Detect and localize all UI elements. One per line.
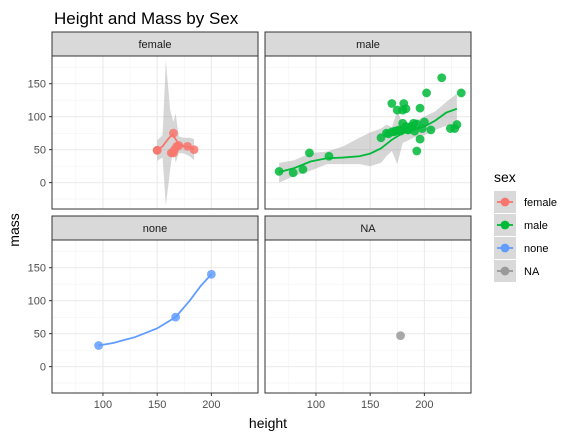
y-tick-label: 50 — [34, 145, 46, 157]
facet-panels: female 0 50 100 150 male none 0 50 100 150 100 150 20… — [28, 31, 472, 411]
legend-label: male — [524, 220, 548, 232]
data-point — [189, 145, 199, 155]
data-point — [305, 148, 314, 158]
data-point — [94, 341, 104, 350]
data-point — [419, 117, 429, 127]
data-point — [174, 141, 184, 150]
data-point — [183, 141, 192, 151]
data-point — [437, 73, 447, 83]
y-tick-label: 100 — [28, 296, 46, 308]
panel-border — [51, 55, 259, 210]
data-point — [401, 104, 411, 114]
legend-point — [500, 266, 510, 276]
y-tick-label: 0 — [40, 178, 46, 190]
facet-strip-label: female — [138, 39, 171, 51]
panel-background — [52, 240, 258, 393]
y-tick-label: 50 — [34, 329, 46, 341]
confidence-band — [279, 93, 457, 183]
panel-border — [264, 239, 472, 394]
y-tick-label: 0 — [40, 362, 46, 374]
x-tick-label: 200 — [202, 399, 220, 411]
data-point — [169, 128, 178, 138]
facet-panel-none: none 0 50 100 150 100 150 200 — [28, 215, 259, 411]
x-tick-label: 100 — [307, 399, 325, 411]
data-point — [387, 99, 397, 108]
data-point — [324, 151, 334, 161]
legend-point — [500, 220, 510, 230]
data-point — [298, 165, 308, 174]
data-point — [396, 331, 405, 341]
data-point — [422, 88, 431, 98]
data-point — [412, 146, 422, 156]
data-point — [406, 122, 416, 131]
y-axis-title: mass — [6, 213, 22, 246]
panel-background — [265, 240, 471, 393]
legend-entry-none: none — [494, 237, 548, 259]
smooth-line — [278, 107, 458, 173]
x-tick-label: 200 — [415, 399, 433, 411]
data-point — [206, 269, 216, 279]
data-point — [392, 105, 402, 115]
data-point — [288, 168, 298, 178]
legend-label: none — [524, 243, 548, 255]
facet-strip-label: male — [356, 39, 380, 51]
y-tick-label: 150 — [28, 79, 46, 91]
data-point — [426, 125, 436, 135]
y-tick-label: 100 — [28, 112, 46, 124]
legend-entry-na: NA — [494, 260, 540, 282]
chart-title: Height and Mass by Sex — [54, 9, 239, 28]
panel-background — [265, 56, 471, 209]
x-axis-title: height — [249, 415, 287, 431]
facet-panel-male: male — [264, 31, 472, 210]
data-point — [415, 134, 425, 144]
panel-border — [264, 55, 472, 210]
data-point — [171, 312, 181, 322]
facet-strip — [264, 31, 472, 57]
x-tick-label: 100 — [94, 399, 112, 411]
facet-panel-na: NA 100 150 200 — [264, 215, 472, 411]
x-tick-label: 150 — [148, 399, 166, 411]
x-tick-label: 150 — [361, 399, 379, 411]
facet-strip-label: none — [143, 223, 167, 235]
smooth-line — [98, 273, 213, 347]
panel-background — [52, 56, 258, 209]
legend-point — [500, 243, 510, 253]
y-tick-label: 150 — [28, 263, 46, 275]
facet-strip-label: NA — [360, 223, 376, 235]
panel-border — [51, 239, 259, 394]
legend-entry-male: male — [494, 214, 548, 236]
facet-panel-female: female 0 50 100 150 — [28, 31, 259, 210]
legend-label: NA — [524, 266, 540, 278]
legend-point — [500, 197, 510, 207]
data-point — [152, 145, 162, 155]
data-point — [398, 118, 408, 128]
legend-label: female — [524, 197, 557, 209]
legend-entry-female: female — [494, 191, 557, 213]
data-point — [452, 120, 462, 129]
legend: sex female male none NA — [494, 169, 557, 282]
facet-strip — [51, 31, 259, 57]
legend-title: sex — [494, 169, 516, 185]
data-point — [415, 103, 425, 113]
data-point — [456, 88, 466, 98]
data-point — [169, 148, 178, 158]
data-point — [274, 167, 284, 176]
